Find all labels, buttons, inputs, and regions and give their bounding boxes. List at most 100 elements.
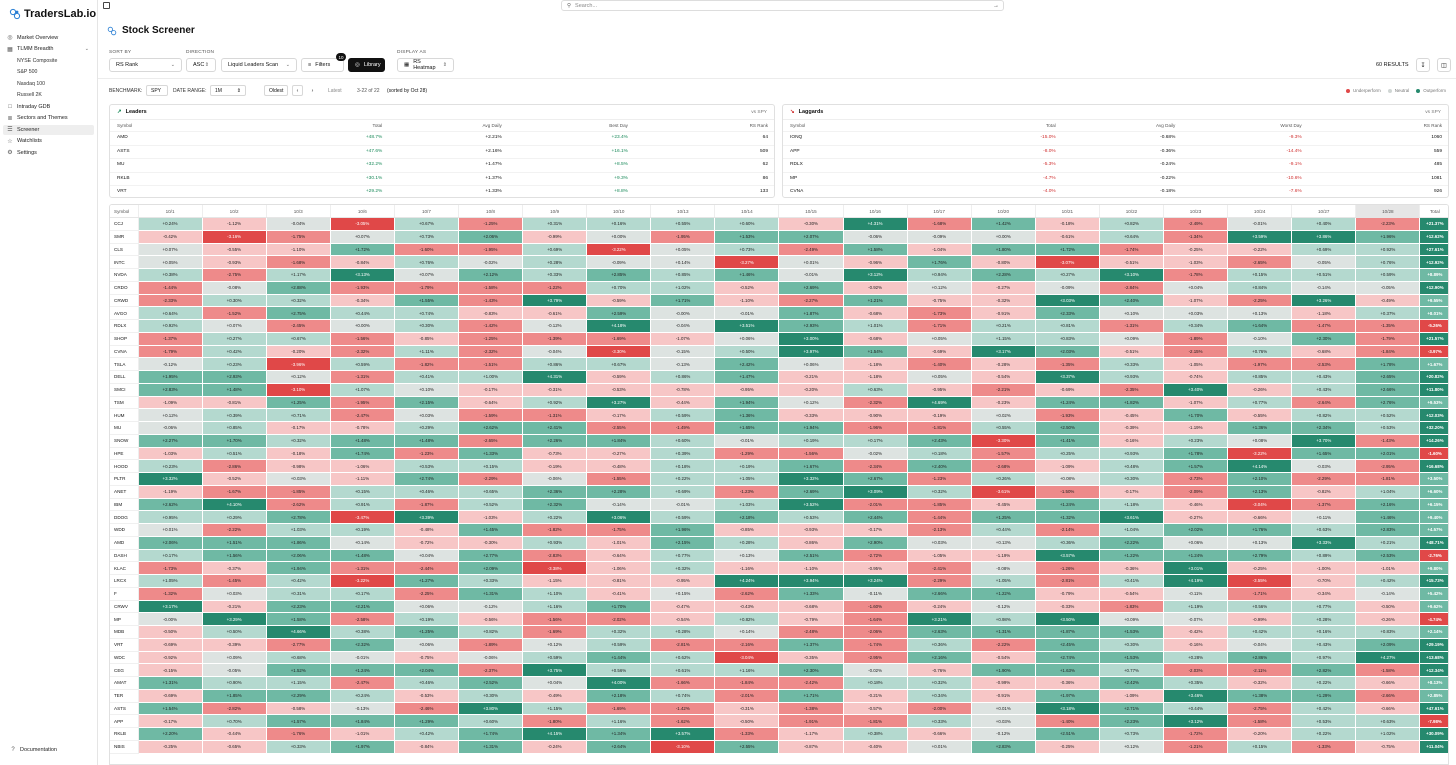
heat-cell[interactable]: -2.65%	[458, 434, 524, 448]
sidebar-item-russell-2k[interactable]: Russell 2K	[17, 92, 42, 99]
heat-cell[interactable]: +2.10%	[1227, 472, 1293, 486]
heat-cell[interactable]: +0.06%	[714, 332, 780, 346]
heat-cell[interactable]: +0.12%	[778, 396, 844, 410]
heat-cell[interactable]: -3.55%	[1227, 574, 1293, 588]
heat-cell[interactable]: +0.36%	[907, 638, 972, 652]
heat-cell[interactable]: +0.53%	[1291, 714, 1357, 728]
symbol-cell[interactable]: SNOW	[110, 434, 139, 448]
heat-cell[interactable]: -0.04%	[266, 217, 331, 231]
heat-cell[interactable]: +0.42%	[394, 727, 459, 741]
heat-cell[interactable]: +0.92%	[138, 319, 203, 333]
symbol-cell[interactable]: WDD	[110, 523, 139, 537]
heat-cell[interactable]: +3.40%	[1163, 383, 1229, 397]
heat-cell[interactable]: +2.66%	[907, 587, 972, 601]
heat-cell[interactable]: -1.07%	[1163, 294, 1229, 308]
heat-cell[interactable]: +0.70%	[202, 714, 267, 728]
heat-cell[interactable]: +0.03%	[907, 536, 972, 550]
heat-cell[interactable]: +0.03%	[266, 472, 331, 486]
heat-cell[interactable]: +1.48%	[202, 383, 267, 397]
heat-cell[interactable]: +0.38%	[330, 625, 395, 639]
heat-cell[interactable]: +0.81%	[1035, 319, 1100, 333]
heat-cell[interactable]: -1.18%	[843, 357, 908, 371]
heat-cell[interactable]: -2.62%	[714, 587, 780, 601]
heat-cell[interactable]: -0.61%	[522, 306, 588, 320]
heat-cell[interactable]: +4.15%	[522, 727, 588, 741]
heat-cell[interactable]: +0.25%	[1035, 447, 1100, 461]
symbol-cell[interactable]: SMCI	[110, 383, 139, 397]
heat-cell[interactable]: +1.24%	[1163, 549, 1229, 563]
heat-cell[interactable]: -3.30%	[971, 434, 1036, 448]
heat-cell[interactable]: +1.65%	[1291, 447, 1357, 461]
heat-cell[interactable]: +0.07%	[138, 243, 203, 257]
table-row[interactable]: PLTR +3.32% -0.52% +0.03% -1.11% +2.74% -2.29%…	[110, 472, 1448, 486]
heat-cell[interactable]: +1.87%	[1035, 625, 1100, 639]
symbol-cell[interactable]: WDC	[110, 651, 139, 665]
heat-cell[interactable]: -1.68%	[266, 255, 331, 269]
heat-cell[interactable]: -0.32%	[1227, 676, 1293, 690]
symbol-cell[interactable]: ASTS	[110, 702, 139, 716]
heat-cell[interactable]: +0.32%	[650, 561, 716, 575]
heat-cell[interactable]: -0.87%	[778, 740, 844, 754]
heat-cell[interactable]: -0.45%	[971, 498, 1036, 512]
heat-cell[interactable]: +0.18%	[650, 459, 716, 473]
heat-cell[interactable]: +0.44%	[971, 523, 1036, 537]
heat-cell[interactable]: +1.76%	[1227, 523, 1293, 537]
heat-cell[interactable]: +1.16%	[586, 714, 652, 728]
heat-cell[interactable]: +3.52%	[778, 498, 844, 512]
heat-cell[interactable]: +1.82%	[1099, 396, 1165, 410]
heat-cell[interactable]: +0.01%	[138, 523, 203, 537]
heat-cell[interactable]: -1.40%	[1035, 714, 1100, 728]
date-range-select[interactable]: 1M ⇕	[210, 85, 246, 96]
table-row[interactable]: NBIS -0.25% -0.65% +0.33% +1.97% -0.84% +1.31%…	[110, 740, 1448, 754]
heat-cell[interactable]: +0.34%	[1163, 319, 1229, 333]
heat-cell[interactable]: -0.22%	[1227, 243, 1293, 257]
heat-cell[interactable]: -0.01%	[650, 498, 716, 512]
heat-cell[interactable]: -0.24%	[907, 600, 972, 614]
heat-cell[interactable]: +0.36%	[1035, 536, 1100, 550]
heat-cell[interactable]: +2.67%	[843, 472, 908, 486]
heat-cell[interactable]: -2.42%	[778, 676, 844, 690]
heat-cell[interactable]: +0.19%	[394, 612, 459, 626]
heat-cell[interactable]: +2.16%	[1355, 498, 1421, 512]
heat-cell[interactable]: -0.09%	[907, 230, 972, 244]
heat-cell[interactable]: +0.14%	[650, 255, 716, 269]
heat-cell[interactable]: -2.29%	[458, 472, 524, 486]
heat-cell[interactable]: +1.76%	[907, 255, 972, 269]
table-row[interactable]: SNOW +2.27% +1.70% +0.32% +1.48% +1.48% -2.65%…	[110, 434, 1448, 448]
heat-cell[interactable]: +0.15%	[650, 587, 716, 601]
heat-cell[interactable]: +2.63%	[907, 625, 972, 639]
heat-cell[interactable]: +0.17%	[843, 434, 908, 448]
brand-logo[interactable]: TradersLab.io	[9, 8, 96, 20]
heat-cell[interactable]: -0.11%	[1163, 587, 1229, 601]
heat-cell[interactable]: +0.22%	[650, 472, 716, 486]
heat-cell[interactable]: -2.25%	[1227, 294, 1293, 308]
heat-cell[interactable]: -0.99%	[522, 230, 588, 244]
heat-cell[interactable]: -1.78%	[1163, 268, 1229, 282]
heat-cell[interactable]: +0.05%	[907, 370, 972, 384]
heat-cell[interactable]: -0.00%	[138, 612, 203, 626]
heat-cell[interactable]: +2.09%	[1355, 638, 1421, 652]
heat-cell[interactable]: -0.45%	[1099, 408, 1165, 422]
heat-cell[interactable]: +3.03%	[1035, 294, 1100, 308]
heat-cell[interactable]: -0.55%	[202, 243, 267, 257]
heat-cell[interactable]: +3.01%	[1163, 561, 1229, 575]
heat-cell[interactable]: +0.92%	[1355, 243, 1421, 257]
table-row[interactable]: DELL +1.95% +2.93% +0.12% -1.31% +0.41% +1.00%…	[110, 370, 1448, 384]
heat-cell[interactable]: -2.62%	[266, 498, 331, 512]
column-header-10-1[interactable]: 10/1	[138, 205, 203, 218]
heat-cell[interactable]: +2.23%	[266, 600, 331, 614]
heat-cell[interactable]: -1.89%	[1163, 332, 1229, 346]
heat-cell[interactable]: +1.48%	[330, 549, 395, 563]
heat-cell[interactable]: -1.03%	[138, 447, 203, 461]
heat-cell[interactable]: +0.21%	[971, 319, 1036, 333]
heat-cell[interactable]: +0.31%	[522, 217, 588, 231]
heat-cell[interactable]: -0.36%	[1099, 561, 1165, 575]
heat-cell[interactable]: +0.13%	[1227, 306, 1293, 320]
heat-cell[interactable]: +0.51%	[202, 447, 267, 461]
heat-cell[interactable]: +4.10%	[202, 498, 267, 512]
heat-cell[interactable]: -1.01%	[1355, 561, 1421, 575]
heat-cell[interactable]: -0.32%	[971, 294, 1036, 308]
heat-cell[interactable]: +0.41%	[1099, 574, 1165, 588]
heat-cell[interactable]: +0.39%	[202, 408, 267, 422]
heat-cell[interactable]: +1.05%	[971, 574, 1036, 588]
